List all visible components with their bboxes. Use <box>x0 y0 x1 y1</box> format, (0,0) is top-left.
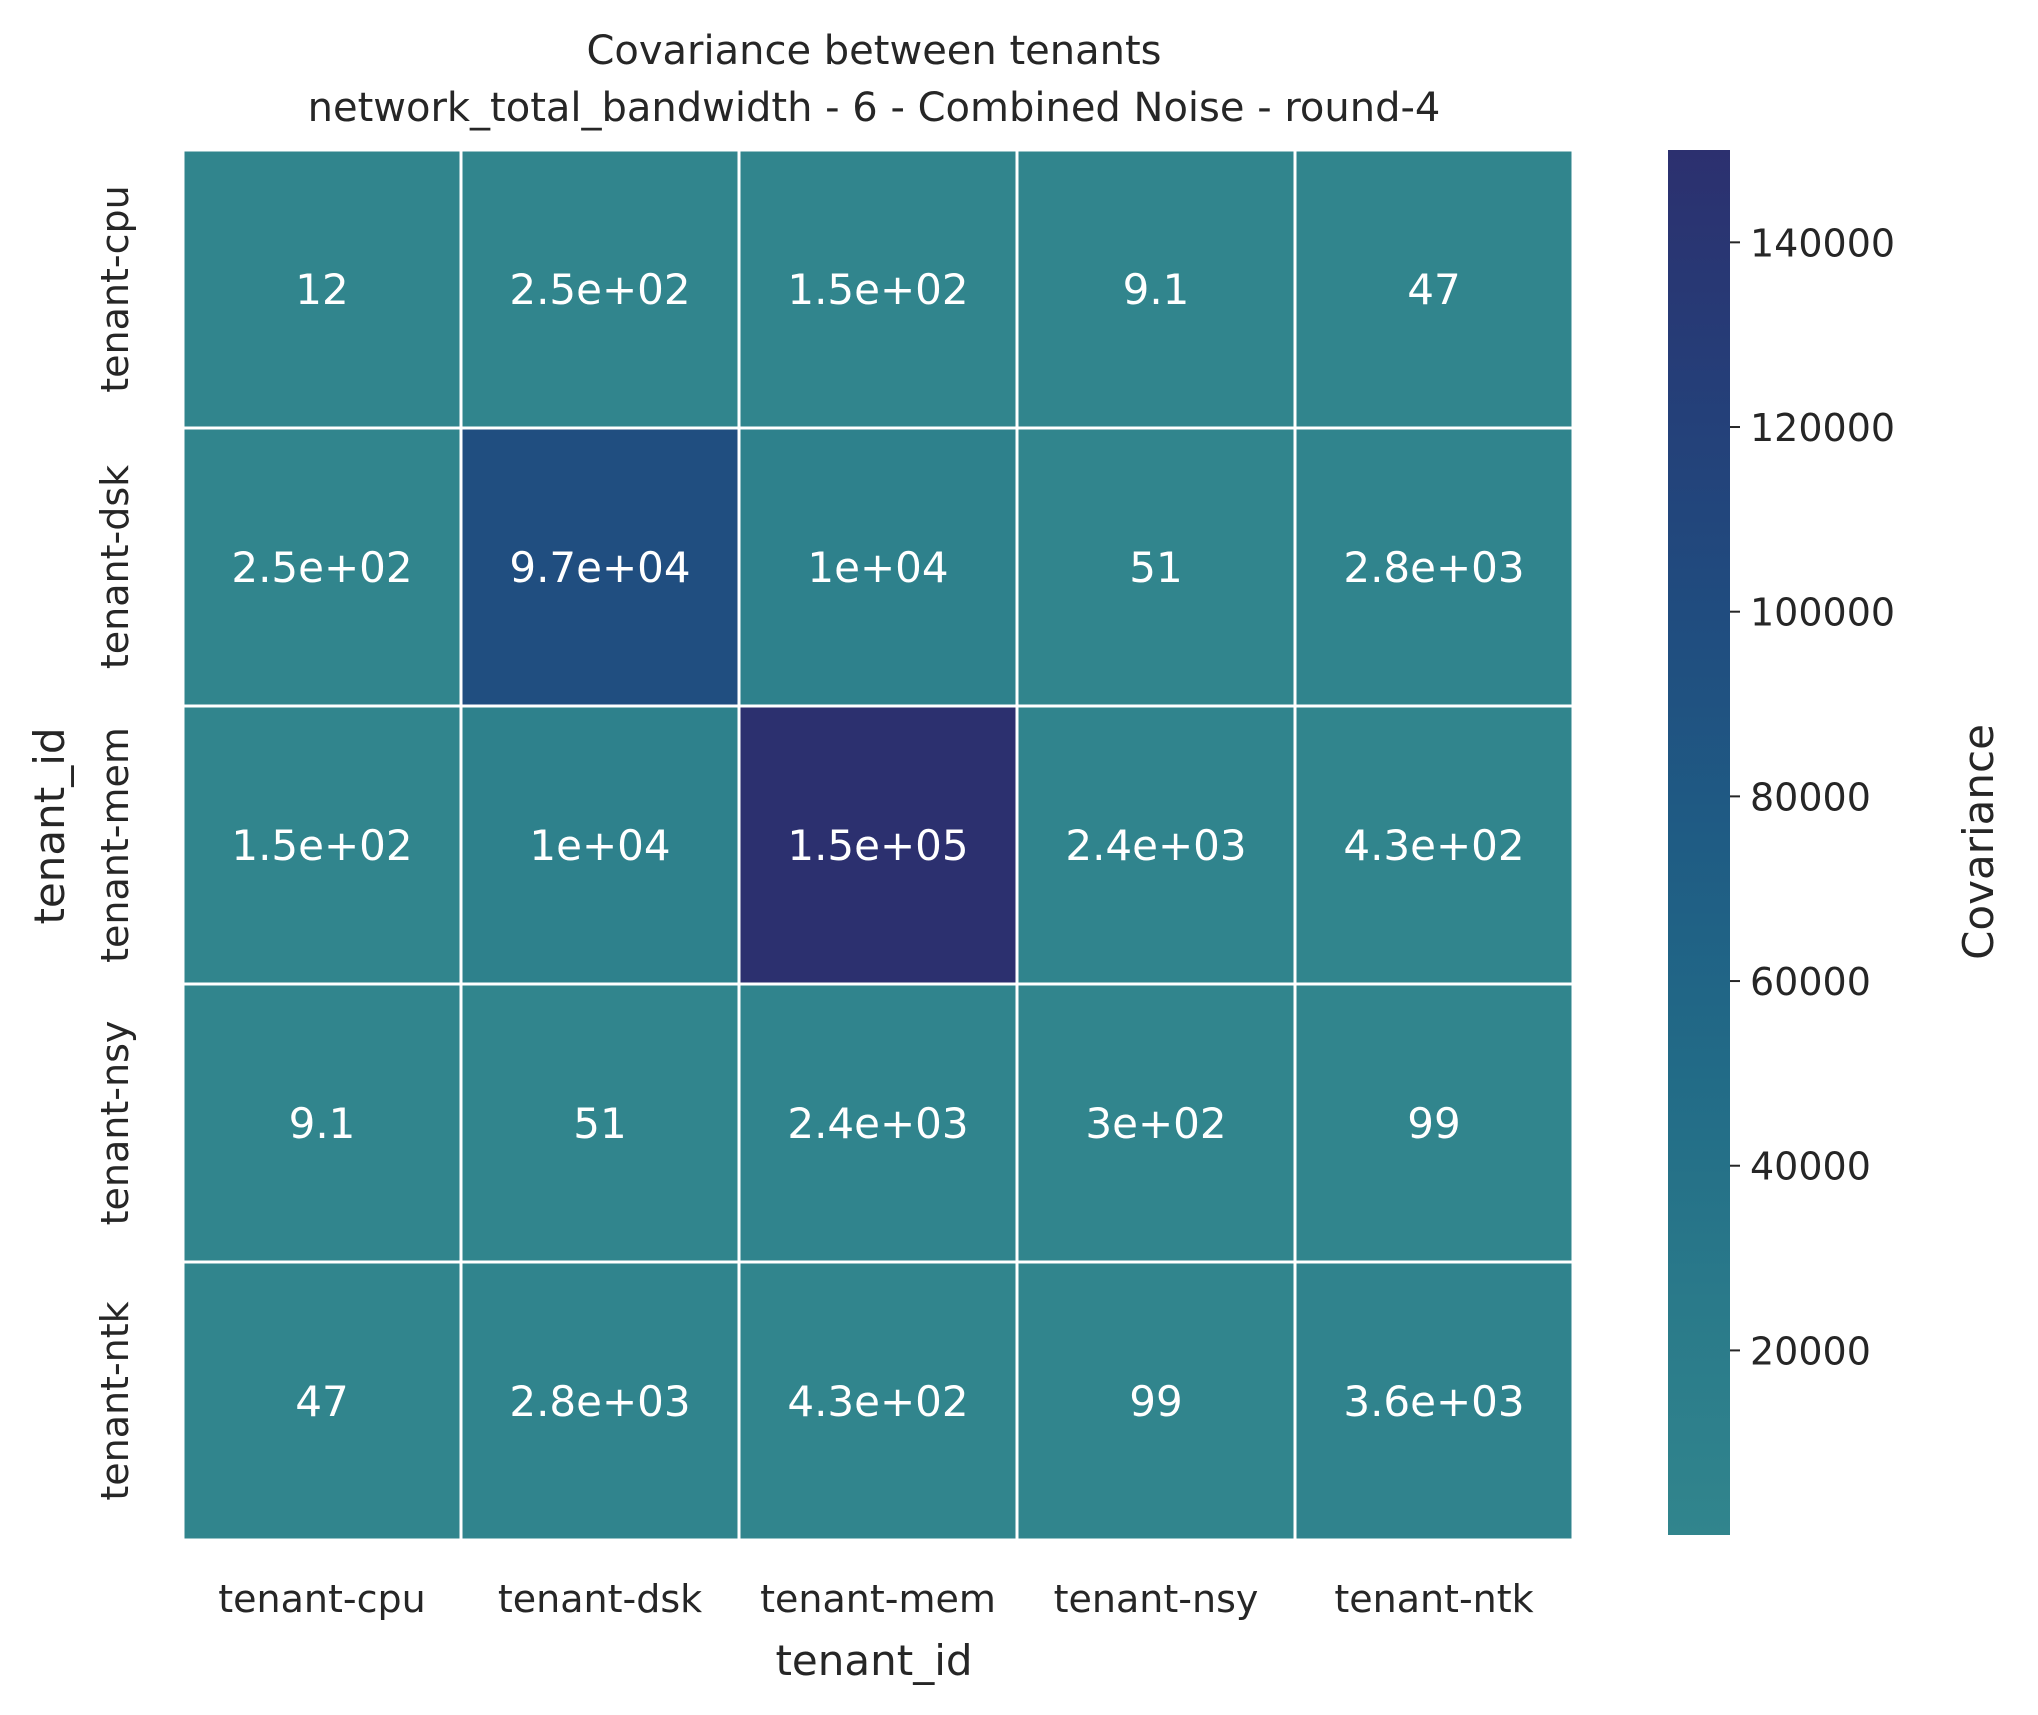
colorbar-tick-label: 80000 <box>1750 775 1871 819</box>
x-tick-label: tenant-nsy <box>1054 1577 1259 1621</box>
cell-value-label: 99 <box>1407 1099 1460 1148</box>
colorbar-tick-label: 60000 <box>1750 960 1871 1004</box>
heatmap-cell <box>181 1260 463 1542</box>
x-tick-label: tenant-dsk <box>498 1577 702 1621</box>
heatmap-cell <box>1293 148 1575 430</box>
cell-value-label: 47 <box>1407 265 1460 314</box>
cell-value-label: 99 <box>1129 1377 1182 1426</box>
x-axis-tick-labels: tenant-cpu tenant-dsk tenant-mem tenant-nsy… <box>218 1577 1533 1621</box>
heatmap-cell <box>1293 426 1575 708</box>
heatmap-cell <box>1015 148 1297 430</box>
y-tick-label: tenant-cpu <box>93 185 137 392</box>
cell-value-label: 3.6e+03 <box>1343 1377 1524 1426</box>
chart-title: Covariance between tenants <box>586 28 1161 74</box>
heatmap-cell <box>1293 982 1575 1264</box>
y-axis-tick-labels: tenant-cpu tenant-dsk tenant-mem tenant-nsy… <box>93 185 137 1500</box>
heatmap-cell <box>459 1260 741 1542</box>
heatmap-cell-labels: 12 2.5e+02 1.5e+02 9.1 47 2.5e+02 9.7e+04 1e+04… <box>231 265 1524 1426</box>
heatmap-cell <box>737 148 1019 430</box>
heatmap-cell <box>737 704 1019 986</box>
cell-value-label: 4.3e+02 <box>787 1377 968 1426</box>
cell-value-label: 2.8e+03 <box>509 1377 690 1426</box>
cell-value-label: 2.4e+03 <box>787 1099 968 1148</box>
cell-value-label: 51 <box>573 1099 626 1148</box>
heatmap-cell <box>181 426 463 708</box>
heatmap-cell <box>737 982 1019 1264</box>
chart-subtitle: network_total_bandwidth - 6 - Combined N… <box>308 85 1441 131</box>
colorbar <box>1668 150 1730 1535</box>
colorbar-tick-label: 140000 <box>1750 221 1895 265</box>
cell-value-label: 1.5e+05 <box>787 821 968 870</box>
x-tick-label: tenant-cpu <box>218 1577 425 1621</box>
heatmap-cell <box>1015 982 1297 1264</box>
colorbar-tick-label: 40000 <box>1750 1145 1871 1189</box>
cell-value-label: 1.5e+02 <box>231 821 412 870</box>
cell-value-label: 2.4e+03 <box>1065 821 1246 870</box>
y-tick-label: tenant-ntk <box>93 1301 137 1500</box>
colorbar-tick-label: 100000 <box>1750 591 1895 635</box>
y-tick-label: tenant-mem <box>93 727 137 963</box>
heatmap-cell <box>1015 704 1297 986</box>
y-tick-label: tenant-nsy <box>93 1021 137 1226</box>
x-tick-label: tenant-ntk <box>1334 1577 1533 1621</box>
colorbar-tick-label: 20000 <box>1750 1329 1871 1373</box>
heatmap-cell <box>181 148 463 430</box>
heatmap-cell <box>737 426 1019 708</box>
colorbar-label: Covariance <box>1954 724 2003 960</box>
cell-value-label: 2.5e+02 <box>231 543 412 592</box>
colorbar-ticks: 20000 40000 60000 80000 100000 120000 140000 <box>1730 221 1895 1373</box>
cell-value-label: 2.8e+03 <box>1343 543 1524 592</box>
y-tick-label: tenant-dsk <box>93 465 137 669</box>
cell-value-label: 3e+02 <box>1085 1099 1226 1148</box>
heatmap-cell <box>1293 704 1575 986</box>
heatmap-cell <box>1293 1260 1575 1542</box>
cell-value-label: 1e+04 <box>529 821 670 870</box>
heatmap-cell <box>459 982 741 1264</box>
cell-value-label: 47 <box>295 1377 348 1426</box>
heatmap-cells <box>181 148 1575 1542</box>
cell-value-label: 9.1 <box>289 1099 356 1148</box>
cell-value-label: 51 <box>1129 543 1182 592</box>
heatmap-cell <box>181 982 463 1264</box>
cell-value-label: 2.5e+02 <box>509 265 690 314</box>
x-axis-label: tenant_id <box>775 1636 972 1685</box>
heatmap-cell <box>459 704 741 986</box>
cell-value-label: 12 <box>295 265 348 314</box>
heatmap-cell <box>737 1260 1019 1542</box>
colorbar-tick-label: 120000 <box>1750 406 1895 450</box>
y-axis-label: tenant_id <box>25 727 74 924</box>
cell-value-label: 1e+04 <box>807 543 948 592</box>
cell-value-label: 9.7e+04 <box>509 543 690 592</box>
cell-value-label: 4.3e+02 <box>1343 821 1524 870</box>
cell-value-label: 1.5e+02 <box>787 265 968 314</box>
x-tick-label: tenant-mem <box>760 1577 996 1621</box>
heatmap-cell <box>459 148 741 430</box>
cell-value-label: 9.1 <box>1123 265 1190 314</box>
